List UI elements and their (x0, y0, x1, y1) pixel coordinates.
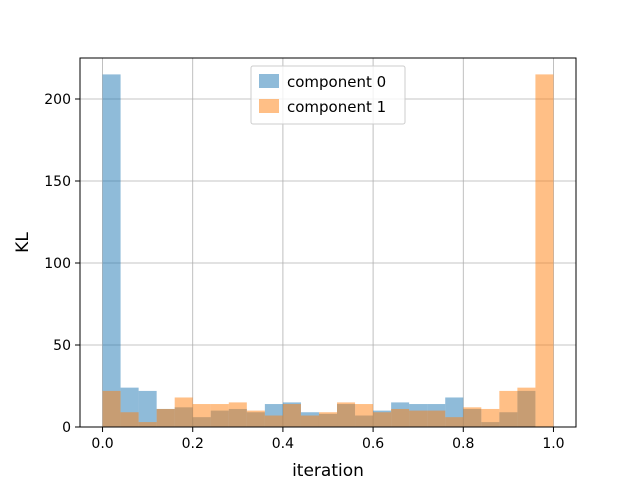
histogram-bar (120, 412, 139, 427)
y-axis-label: KL (13, 232, 33, 253)
histogram-bar (192, 404, 211, 427)
histogram-bar (499, 390, 518, 427)
x-tick-label: 1.0 (542, 436, 564, 452)
histogram-bar (517, 387, 536, 427)
series-1 (102, 74, 554, 428)
histogram-bar (102, 74, 121, 428)
histogram-bar (174, 397, 193, 427)
y-tick-label: 100 (44, 256, 71, 272)
histogram-bar (156, 408, 175, 427)
legend-swatch (259, 74, 279, 88)
histogram-bar (228, 402, 247, 427)
histogram-bar (337, 402, 356, 427)
bars (102, 74, 554, 428)
x-tick-label: 0.2 (182, 436, 204, 452)
histogram-bar (427, 410, 446, 427)
x-tick-label: 0.8 (452, 436, 474, 452)
histogram-bar (246, 410, 265, 427)
histogram-bar (463, 407, 482, 427)
series-0 (102, 74, 536, 428)
histogram-bar (210, 404, 229, 427)
histogram-bar (373, 412, 392, 427)
histogram-bar (282, 404, 301, 427)
legend: component 0 component 1 (250, 65, 406, 125)
axis-ticks: 0.0 0.2 0.4 0.6 0.8 1.0 0 50 100 150 200 (44, 92, 564, 452)
x-tick-label: 0.4 (272, 436, 294, 452)
y-tick-label: 50 (53, 338, 71, 354)
legend-box (250, 65, 406, 125)
histogram-bar (409, 410, 428, 427)
legend-label: component 1 (287, 98, 386, 116)
histogram-bar (481, 408, 500, 427)
x-tick-label: 0.0 (91, 436, 113, 452)
histogram-bar (318, 412, 338, 427)
x-tick-label: 0.6 (362, 436, 384, 452)
legend-swatch (259, 99, 279, 113)
histogram-bar (102, 390, 121, 427)
histogram-bar (445, 417, 464, 427)
histogram-bar (264, 415, 283, 427)
histogram-bar (138, 390, 157, 427)
histogram-bar (355, 404, 374, 427)
legend-label: component 0 (287, 73, 386, 91)
plot-frame (79, 57, 577, 428)
histogram-bar (300, 415, 319, 427)
x-axis-label: iteration (292, 461, 364, 480)
histogram-bar (391, 408, 410, 427)
y-tick-label: 0 (62, 420, 71, 436)
histogram-bar (138, 422, 157, 427)
histogram-bar (535, 74, 554, 428)
y-tick-label: 150 (44, 174, 71, 190)
y-tick-label: 200 (44, 92, 71, 108)
